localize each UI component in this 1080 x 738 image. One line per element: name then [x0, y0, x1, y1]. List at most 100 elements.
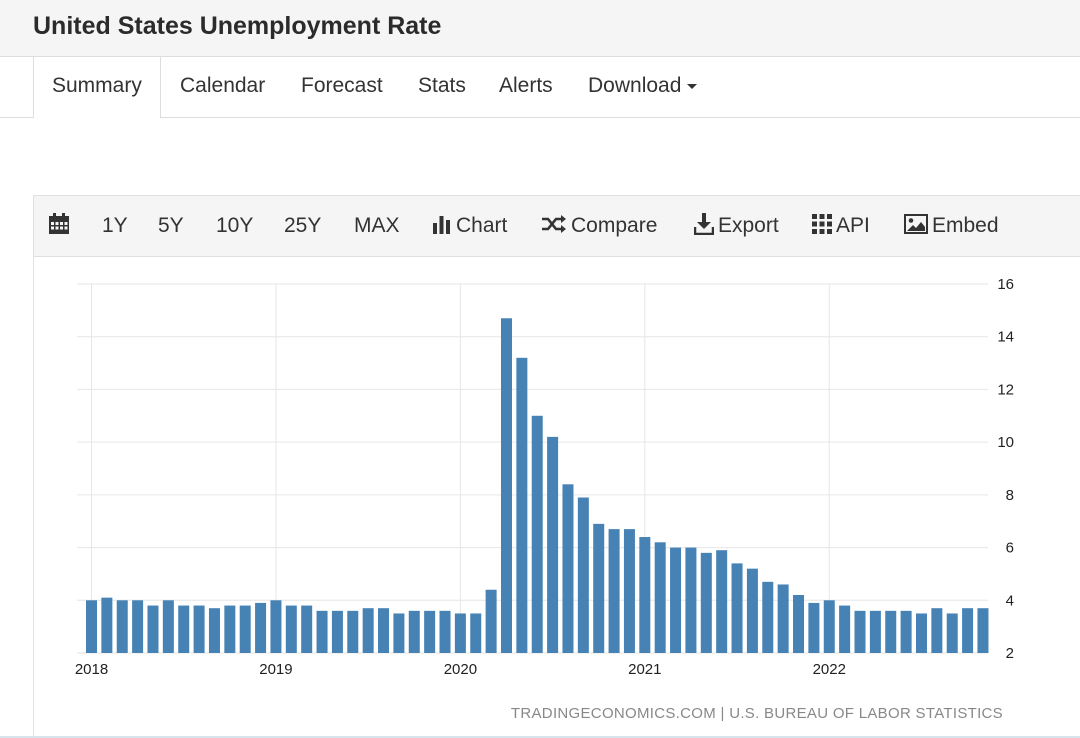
y-tick-label: 8 — [1006, 487, 1014, 504]
bar — [670, 547, 682, 653]
y-tick-label: 2 — [1006, 645, 1014, 662]
api-button-label: API — [836, 214, 870, 237]
calendar-icon[interactable] — [48, 196, 74, 256]
bar — [347, 610, 359, 653]
page-title: United States Unemployment Rate — [33, 12, 442, 40]
x-tick-label: 2019 — [259, 661, 292, 678]
bar — [577, 497, 589, 653]
tabs-bar: Summary Calendar Forecast Stats Alerts D… — [0, 57, 1080, 118]
bar — [946, 613, 958, 653]
bar — [654, 542, 666, 653]
bar — [854, 610, 866, 653]
bar — [224, 605, 236, 653]
bar — [762, 581, 774, 653]
bar — [869, 610, 881, 653]
bar — [208, 608, 220, 653]
y-tick-label: 14 — [997, 329, 1014, 346]
bar — [408, 610, 420, 653]
bar — [270, 600, 282, 653]
bar — [239, 605, 251, 653]
title-bar: United States Unemployment Rate — [0, 0, 1080, 57]
embed-button-label: Embed — [932, 214, 999, 237]
bar — [639, 537, 651, 653]
caret-down-icon — [687, 83, 698, 89]
bar — [500, 318, 512, 653]
api-button[interactable]: API — [812, 196, 870, 256]
bar — [977, 608, 989, 653]
bar — [316, 610, 328, 653]
y-tick-label: 10 — [997, 434, 1014, 451]
x-tick-label: 2021 — [628, 661, 661, 678]
tab-summary[interactable]: Summary — [33, 57, 161, 118]
x-tick-label: 2020 — [444, 661, 477, 678]
bar — [839, 605, 851, 653]
bar — [485, 589, 497, 653]
bar — [301, 605, 313, 653]
bar — [454, 613, 466, 653]
bar — [915, 613, 927, 653]
bar — [116, 600, 128, 653]
bar — [439, 610, 451, 653]
footer-divider — [0, 736, 1080, 738]
range-5y-button[interactable]: 5Y — [158, 214, 184, 237]
range-25y-button[interactable]: 25Y — [284, 214, 322, 237]
image-icon — [904, 214, 928, 235]
bar — [101, 597, 113, 653]
tab-alerts[interactable]: Alerts — [499, 74, 553, 97]
shuffle-icon — [542, 215, 566, 234]
y-tick-label: 6 — [1006, 540, 1014, 557]
bar — [162, 600, 174, 653]
chart-toolbar: 1Y 5Y 10Y 25Y MAX Chart Compare Export A… — [33, 195, 1080, 257]
export-button[interactable]: Export — [693, 196, 779, 256]
bar — [516, 357, 528, 653]
bar — [531, 415, 543, 653]
bar — [147, 605, 159, 653]
bar — [132, 600, 144, 653]
bar — [547, 436, 559, 653]
bar — [777, 584, 789, 653]
grid-icon — [812, 214, 832, 235]
bar — [255, 602, 267, 653]
range-max-button[interactable]: MAX — [354, 214, 400, 237]
tab-stats[interactable]: Stats — [418, 74, 466, 97]
x-tick-label: 2018 — [75, 661, 108, 678]
y-tick-label: 16 — [997, 276, 1014, 293]
chart-button[interactable]: Chart — [432, 196, 507, 256]
tab-calendar[interactable]: Calendar — [180, 74, 266, 97]
source-label: TRADINGECONOMICS.COM | U.S. BUREAU OF LA… — [511, 705, 1003, 722]
bar — [931, 608, 943, 653]
bar — [716, 550, 728, 653]
tab-download[interactable]: Download — [570, 57, 715, 117]
bar — [731, 563, 743, 653]
bar — [685, 547, 697, 653]
bar — [562, 484, 574, 653]
export-button-label: Export — [718, 214, 779, 237]
bar — [393, 613, 405, 653]
y-tick-label: 12 — [997, 381, 1014, 398]
bar — [885, 610, 897, 653]
tab-download-label: Download — [588, 74, 682, 97]
chart-button-label: Chart — [456, 214, 508, 237]
tab-forecast[interactable]: Forecast — [301, 74, 383, 97]
bar — [424, 610, 436, 653]
bar — [700, 552, 712, 653]
range-10y-button[interactable]: 10Y — [216, 214, 254, 237]
bar — [378, 608, 390, 653]
bar-chart-icon — [433, 216, 450, 235]
bar — [86, 600, 97, 653]
bar — [746, 568, 758, 653]
bar — [808, 602, 820, 653]
bar — [285, 605, 297, 653]
bar — [193, 605, 205, 653]
download-icon — [693, 213, 715, 236]
range-1y-button[interactable]: 1Y — [102, 214, 128, 237]
bar — [331, 610, 343, 653]
compare-button[interactable]: Compare — [541, 196, 657, 256]
bar — [900, 610, 912, 653]
bar — [623, 529, 635, 653]
bar — [823, 600, 835, 653]
embed-button[interactable]: Embed — [904, 196, 999, 256]
y-tick-label: 4 — [1006, 592, 1014, 609]
bar — [793, 595, 805, 653]
bar — [593, 523, 605, 653]
